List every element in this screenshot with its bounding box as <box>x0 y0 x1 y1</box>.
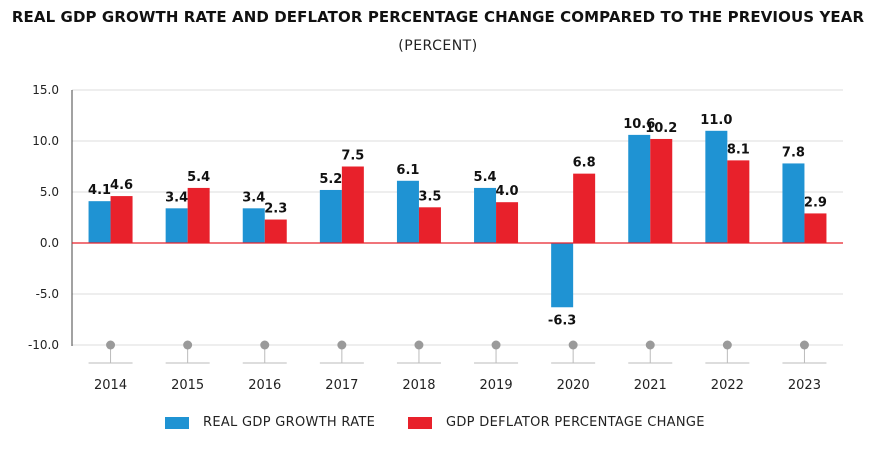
x-tick-label: 2023 <box>788 378 821 393</box>
bar-real-gdp <box>551 243 574 308</box>
legend-swatch-real-gdp <box>165 416 189 429</box>
data-label-real-gdp: 3.4 <box>165 190 188 205</box>
bar-deflator <box>650 138 673 243</box>
bar-deflator <box>804 213 827 243</box>
x-marker-dot <box>491 340 501 350</box>
x-tick-label: 2022 <box>711 378 744 393</box>
data-label-deflator: 5.4 <box>187 170 210 185</box>
data-label-real-gdp: 6.1 <box>396 163 419 178</box>
bar-real-gdp <box>705 130 728 243</box>
data-label-deflator: 7.5 <box>341 149 364 164</box>
y-tick-label: 0.0 <box>40 236 59 250</box>
chart-title: REAL GDP GROWTH RATE AND DEFLATOR PERCEN… <box>11 8 865 26</box>
x-marker-dot <box>183 340 193 350</box>
data-label-deflator: 2.3 <box>264 202 287 217</box>
x-tick-label: 2021 <box>634 378 667 393</box>
data-label-real-gdp: 5.2 <box>319 172 342 187</box>
data-label-real-gdp: -6.3 <box>548 313 576 328</box>
legend-item-real-gdp: REAL GDP GROWTH RATE <box>165 415 375 430</box>
bar-deflator <box>573 173 596 243</box>
data-label-deflator: 8.1 <box>727 142 750 157</box>
x-marker-dot <box>260 340 270 350</box>
y-tick-label: 10.0 <box>32 134 59 148</box>
legend-swatch-deflator <box>408 416 432 429</box>
x-tick-label: 2015 <box>171 378 204 393</box>
bar-deflator <box>496 202 519 243</box>
x-marker-dot <box>568 340 578 350</box>
data-label-deflator: 2.9 <box>804 195 827 210</box>
y-tick-label: 5.0 <box>40 185 59 199</box>
data-label-deflator: 3.5 <box>418 189 441 204</box>
x-tick-label: 2018 <box>402 378 435 393</box>
legend-label-real-gdp: REAL GDP GROWTH RATE <box>203 415 376 430</box>
data-label-deflator: 4.6 <box>110 178 133 193</box>
chart-subtitle: (PERCENT) <box>398 38 478 54</box>
bar-real-gdp <box>782 163 805 243</box>
bar-deflator <box>187 187 210 243</box>
bar-deflator <box>264 219 287 243</box>
x-marker-dot <box>722 340 732 350</box>
bar-chart: -10.0-5.00.05.010.015.04.14.63.45.43.42.… <box>28 83 843 393</box>
y-tick-label: 15.0 <box>32 83 59 97</box>
y-tick-label: -5.0 <box>36 287 59 301</box>
data-label-real-gdp: 11.0 <box>700 113 732 128</box>
bar-real-gdp <box>165 208 188 243</box>
x-marker-dot <box>106 340 116 350</box>
y-tick-label: -10.0 <box>28 338 59 352</box>
legend-item-deflator: GDP DEFLATOR PERCENTAGE CHANGE <box>408 415 705 430</box>
bar-real-gdp <box>396 180 419 243</box>
data-label-real-gdp: 5.4 <box>474 170 497 185</box>
bar-deflator <box>727 160 750 243</box>
x-marker-dot <box>645 340 655 350</box>
x-marker-dot <box>337 340 347 350</box>
x-marker-dot <box>414 340 424 350</box>
bar-real-gdp <box>88 201 111 243</box>
x-tick-label: 2020 <box>557 378 590 393</box>
bar-deflator <box>341 166 364 243</box>
bar-real-gdp <box>474 187 497 243</box>
bar-real-gdp <box>628 134 651 243</box>
bar-real-gdp <box>242 208 265 243</box>
x-tick-label: 2014 <box>94 378 127 393</box>
bar-real-gdp <box>319 189 342 243</box>
x-tick-label: 2016 <box>248 378 281 393</box>
legend-label-deflator: GDP DEFLATOR PERCENTAGE CHANGE <box>446 415 705 430</box>
x-tick-label: 2019 <box>480 378 513 393</box>
data-label-deflator: 6.8 <box>573 156 596 171</box>
x-tick-label: 2017 <box>325 378 358 393</box>
data-label-real-gdp: 3.4 <box>242 190 265 205</box>
x-marker-dot <box>799 340 809 350</box>
data-label-deflator: 4.0 <box>496 184 519 199</box>
data-label-deflator: 10.2 <box>645 121 677 136</box>
data-label-real-gdp: 10.6 <box>623 117 655 132</box>
data-label-real-gdp: 7.8 <box>782 145 805 160</box>
data-label-real-gdp: 4.1 <box>88 183 111 198</box>
bar-deflator <box>418 207 441 243</box>
bar-deflator <box>110 196 133 243</box>
legend: REAL GDP GROWTH RATE GDP DEFLATOR PERCEN… <box>0 415 876 435</box>
